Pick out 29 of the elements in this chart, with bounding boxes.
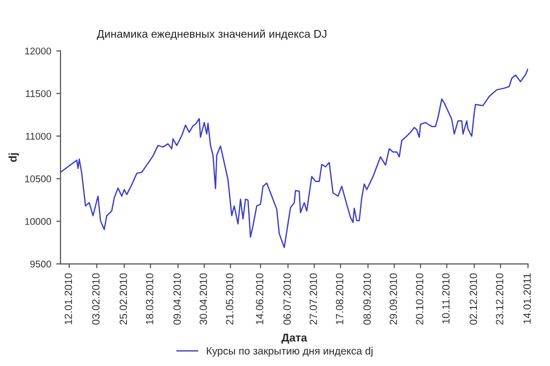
y-axis-title: dj — [8, 153, 19, 162]
x-tick-label: 14.06.2010 — [256, 273, 264, 324]
x-tick-label: 23.12.2010 — [496, 273, 504, 325]
x-tick-label: 10.11.2010 — [442, 273, 450, 324]
x-tick-label: 21.05.2010 — [226, 273, 234, 325]
x-tick-label: 20.10.2010 — [416, 273, 424, 325]
y-tick-label: 10000 — [25, 218, 52, 225]
x-tick-label: 25.02.2010 — [120, 273, 128, 325]
y-tick-label: 11500 — [26, 90, 52, 98]
x-tick-label: 17.08.2010 — [336, 273, 344, 324]
x-tick-label: 02.12.2010 — [470, 273, 478, 325]
x-tick-label: 03.02.2010 — [92, 273, 100, 325]
chart-title: Динамика ежедневных значений индекса DJ — [96, 29, 326, 40]
x-tick-label: 29.09.2010 — [390, 273, 398, 325]
y-tick-label: 12000 — [25, 48, 52, 54]
x-tick-label: 09.04.2010 — [173, 273, 181, 325]
x-tick-label: 14.01.2011 — [523, 273, 531, 324]
x-tick-label: 06.07.2010 — [283, 273, 291, 325]
y-tick-label: 11000 — [26, 132, 52, 140]
line-series — [60, 68, 528, 248]
x-tick-label: 30.04.2010 — [200, 273, 208, 325]
x-tick-label: 27.07.2010 — [310, 273, 318, 325]
x-tick-label: 08.09.2010 — [363, 273, 371, 325]
x-tick-label: 18.03.2010 — [146, 273, 154, 324]
y-tick-label: 9500 — [30, 260, 52, 268]
y-tick-label: 10500 — [25, 175, 52, 182]
x-axis-title: Дата — [281, 334, 308, 344]
x-tick-label: 12.01.2010 — [64, 273, 72, 324]
legend-label: Курсы по закрытию дня индекса dj — [206, 346, 372, 357]
